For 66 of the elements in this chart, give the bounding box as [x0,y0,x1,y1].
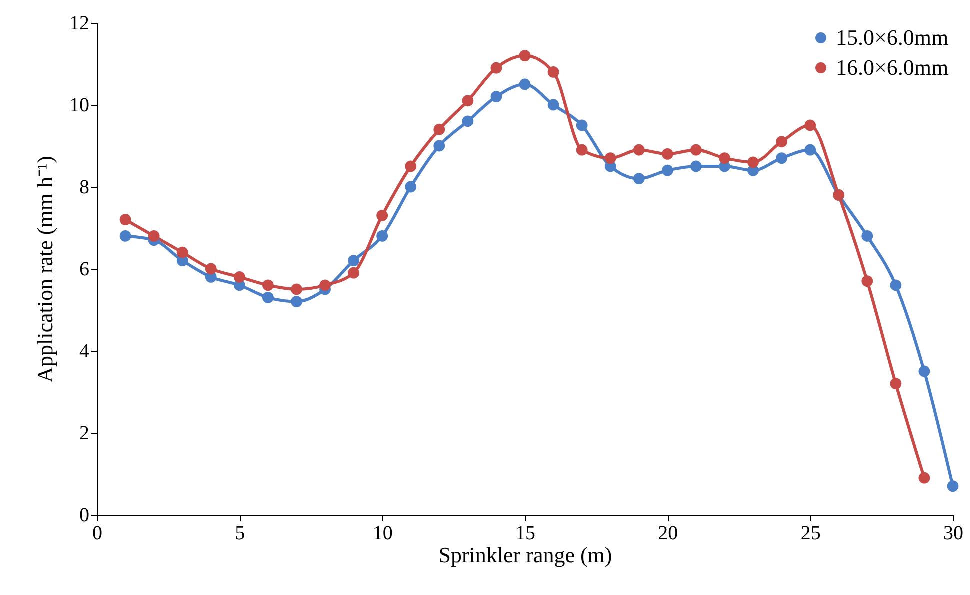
point [490,91,502,102]
y-tick-label: 10 [70,94,90,116]
point [633,144,645,156]
point [519,50,531,62]
point [519,78,531,90]
point [719,152,730,164]
point [376,210,388,222]
point [176,246,188,258]
point [890,280,902,292]
point [604,152,616,164]
x-tick-label: 30 [944,522,964,544]
point [348,267,360,279]
point [462,95,474,107]
point [576,120,588,132]
point [205,263,217,275]
point [804,144,816,156]
point [262,280,274,292]
point [376,230,388,242]
point [748,156,759,168]
point [234,272,246,283]
point [490,62,502,74]
x-tick-label: 15 [516,522,536,544]
point [576,144,588,156]
y-axis-title: Application rate (mm h⁻¹) [32,156,58,383]
x-axis-title: Sprinkler range (m) [438,542,612,568]
point [548,99,560,111]
point [862,276,874,287]
x-tick-label: 20 [658,522,678,544]
point [918,472,930,484]
y-tick-label: 8 [80,176,90,198]
point [120,230,132,242]
point [918,366,930,378]
point [348,255,360,266]
point [804,120,816,132]
legend-label: 15.0×6.0mm [836,25,949,50]
point [405,160,417,172]
point [690,160,702,172]
point [662,164,674,176]
x-tick-label: 5 [235,522,246,544]
y-tick-label: 12 [70,12,90,34]
point [947,480,959,492]
point [434,124,446,136]
point [120,214,132,226]
point [633,173,645,184]
point [462,116,474,128]
point [690,144,702,156]
point [662,148,674,160]
point [776,152,788,164]
point [890,378,902,390]
point [862,230,874,242]
point [405,181,417,193]
point [291,284,302,296]
y-tick-label: 6 [80,258,90,280]
point [548,66,560,78]
x-tick-label: 25 [800,522,821,544]
point [434,140,446,152]
y-tick-label: 0 [80,504,90,526]
point [148,230,160,242]
y-tick-label: 4 [80,340,90,362]
point [291,296,302,308]
y-tick-label: 2 [80,422,90,444]
point [776,136,788,148]
point [262,292,274,304]
legend-label: 16.0×6.0mm [836,55,949,80]
x-tick-label: 10 [372,522,393,544]
point [320,280,331,292]
